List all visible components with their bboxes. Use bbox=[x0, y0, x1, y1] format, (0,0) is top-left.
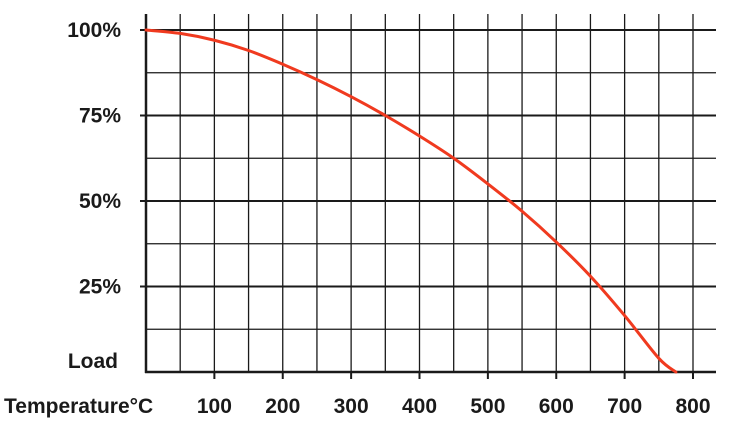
x-tick-label: 400 bbox=[402, 395, 437, 418]
y-axis-label: Load bbox=[68, 350, 118, 373]
y-tick-label: 25% bbox=[79, 276, 121, 299]
x-tick-label: 800 bbox=[675, 395, 710, 418]
tick-labels: 100 200 300 400 500 600 700 800 25% 50% 75% 100% bbox=[67, 19, 710, 418]
x-axis-label: Temperature°C bbox=[4, 395, 153, 418]
x-tick-label: 600 bbox=[539, 395, 574, 418]
x-tick-label: 300 bbox=[334, 395, 369, 418]
x-tick-label: 700 bbox=[607, 395, 642, 418]
series-line bbox=[144, 28, 678, 374]
axes bbox=[144, 14, 716, 379]
grid bbox=[140, 14, 716, 372]
y-tick-label: 50% bbox=[79, 190, 121, 213]
x-tick-label: 200 bbox=[265, 395, 300, 418]
x-tick-label: 500 bbox=[470, 395, 505, 418]
y-tick-label: 100% bbox=[67, 19, 121, 42]
x-tick-label: 100 bbox=[197, 395, 232, 418]
series-layer bbox=[144, 28, 678, 374]
y-tick-label: 75% bbox=[79, 105, 121, 128]
